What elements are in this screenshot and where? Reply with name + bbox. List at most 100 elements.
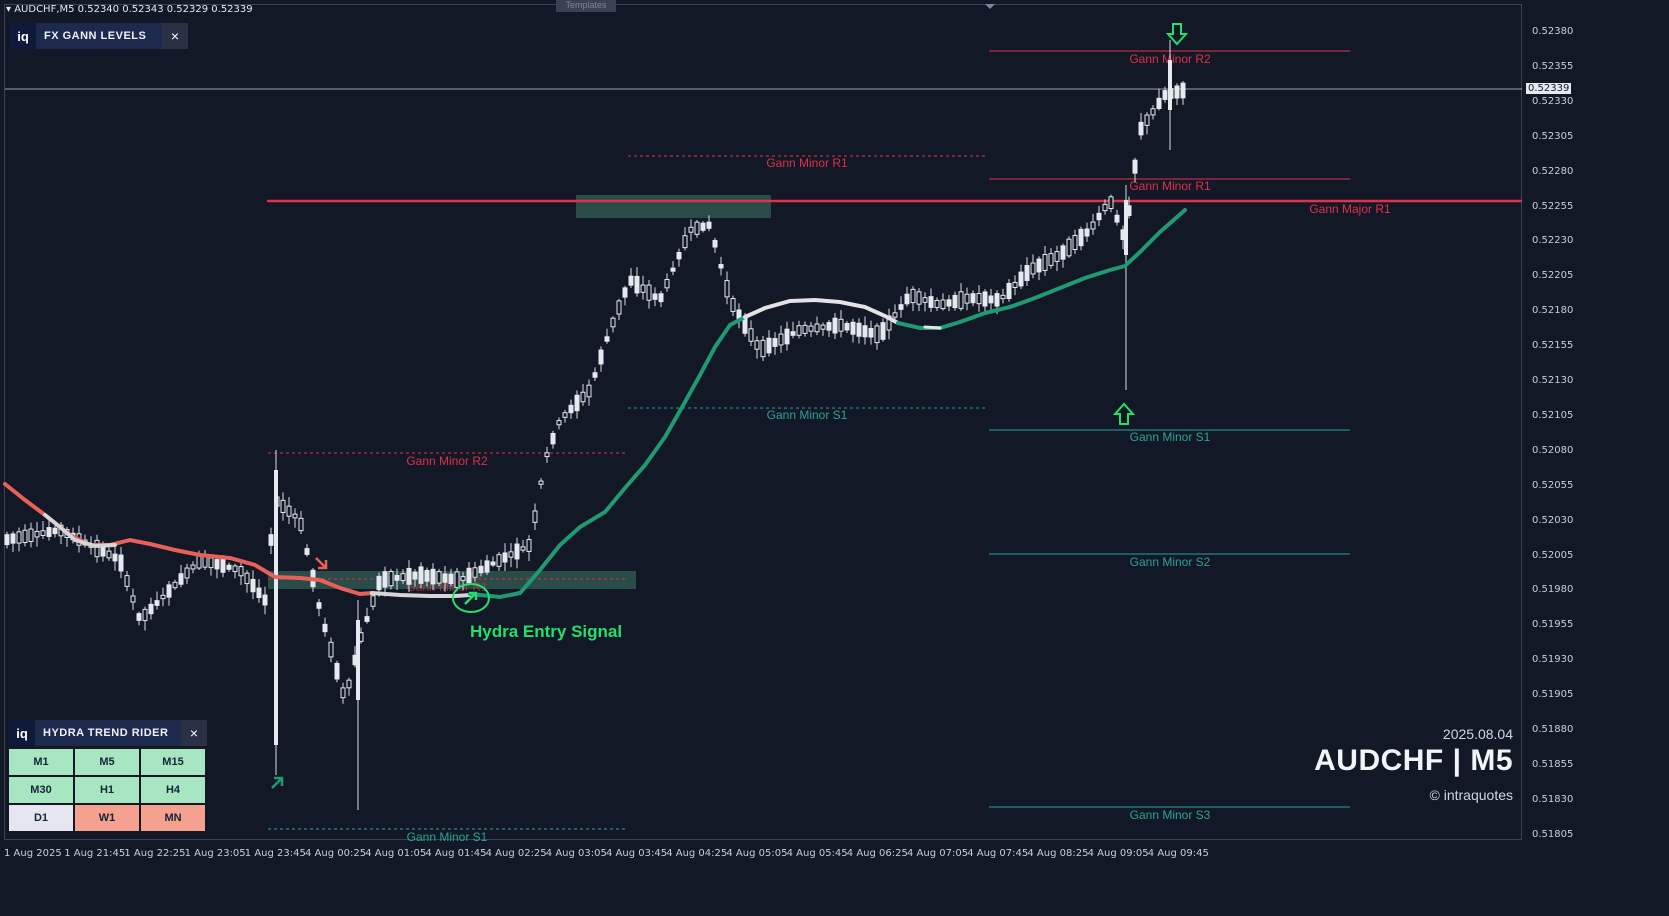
candle-body bbox=[718, 264, 724, 269]
candle-body bbox=[238, 566, 244, 577]
candle-body bbox=[1124, 200, 1128, 255]
close-icon[interactable]: × bbox=[181, 720, 207, 746]
chart-shift-marker-icon[interactable] bbox=[985, 4, 995, 9]
candle-body bbox=[394, 574, 400, 581]
candle-body bbox=[520, 546, 526, 551]
price-tick-label: 0.52180 bbox=[1532, 305, 1574, 317]
label-minor-s1-a: Gann Minor S1 bbox=[767, 408, 848, 422]
candle-body bbox=[274, 470, 278, 745]
price-tick-label: 0.52280 bbox=[1532, 165, 1574, 177]
candle-body bbox=[946, 299, 952, 307]
candle-body bbox=[670, 267, 676, 272]
entry-signal-label: Hydra Entry Signal bbox=[470, 622, 623, 641]
candle-body bbox=[124, 575, 130, 587]
candle-body bbox=[1048, 253, 1054, 266]
fx-gann-levels-title[interactable]: FX GANN LEVELS bbox=[36, 23, 162, 49]
candle-body bbox=[862, 325, 868, 338]
candle-body bbox=[1042, 254, 1048, 271]
candle-body bbox=[356, 620, 360, 700]
label-minor-s1-b: Gann Minor S1 bbox=[407, 830, 488, 842]
candle-body bbox=[706, 221, 712, 229]
candle-body bbox=[334, 662, 340, 680]
time-tick-label: 4 Aug 06:25 bbox=[846, 848, 908, 859]
candle-body bbox=[766, 337, 772, 354]
candle-body bbox=[1168, 60, 1172, 110]
candle-body bbox=[958, 291, 964, 309]
candle-body bbox=[166, 584, 172, 598]
price-axis[interactable]: 0.52380 0.52355 0.52330 0.52305 0.52280 0.522… bbox=[1524, 0, 1669, 916]
price-tick-label: 0.52330 bbox=[1532, 95, 1574, 107]
candle-body bbox=[40, 530, 46, 536]
candle-body bbox=[682, 235, 688, 249]
candle-body bbox=[760, 339, 766, 358]
label-minor-r1-c: Gann Minor R1 bbox=[1129, 179, 1211, 193]
candle-body bbox=[1024, 265, 1030, 281]
tf-h4[interactable]: H4 bbox=[141, 777, 205, 803]
tf-m5[interactable]: M5 bbox=[75, 749, 139, 775]
candle-body bbox=[772, 338, 778, 347]
symbol-header: ▾ AUDCHF,M5 0.52340 0.52343 0.52329 0.52… bbox=[6, 4, 253, 15]
price-tick-label: 0.51805 bbox=[1532, 828, 1574, 840]
candle-body bbox=[616, 300, 622, 315]
trend-line-flat-d bbox=[923, 325, 942, 330]
candle-body bbox=[388, 571, 394, 587]
watermark-symbol: AUDCHF | M5 bbox=[1314, 744, 1513, 777]
candle-body bbox=[556, 420, 562, 426]
candle-body bbox=[526, 539, 532, 552]
candle-body bbox=[1072, 234, 1078, 251]
candle-body bbox=[118, 554, 124, 572]
candle-body bbox=[778, 333, 784, 346]
candle-body bbox=[436, 571, 442, 584]
candle-body bbox=[292, 513, 298, 519]
fx-gann-levels-panel: iq FX GANN LEVELS × bbox=[10, 23, 188, 49]
candle-body bbox=[1132, 159, 1138, 174]
tf-mn[interactable]: MN bbox=[141, 805, 205, 831]
tf-m1[interactable]: M1 bbox=[9, 749, 73, 775]
candle-body bbox=[328, 641, 334, 658]
symbol-quote: AUDCHF,M5 0.52340 0.52343 0.52329 0.5233… bbox=[14, 4, 253, 15]
templates-tab[interactable]: Templates bbox=[556, 0, 616, 12]
candle-body bbox=[160, 594, 166, 600]
candle-body bbox=[826, 322, 832, 331]
candle-body bbox=[1000, 294, 1006, 300]
candle-body bbox=[982, 291, 988, 307]
time-tick-label: 1 Aug 23:45 bbox=[244, 848, 306, 859]
time-axis[interactable]: 1 Aug 2025 1 Aug 21:45 1 Aug 22:25 1 Aug 23… bbox=[0, 842, 1524, 864]
candle-body bbox=[172, 581, 178, 589]
label-minor-s2-c: Gann Minor S2 bbox=[1130, 555, 1211, 569]
candle-body bbox=[1066, 238, 1072, 257]
price-tick-label: 0.52380 bbox=[1532, 26, 1574, 37]
candle-body bbox=[904, 293, 910, 305]
candle-body bbox=[628, 275, 634, 286]
candle-body bbox=[496, 554, 502, 567]
tf-w1[interactable]: W1 bbox=[75, 805, 139, 831]
candle-body bbox=[106, 550, 112, 559]
dropdown-triangle-icon[interactable]: ▾ bbox=[6, 4, 12, 15]
candle-body bbox=[1078, 228, 1084, 247]
tf-d1[interactable]: D1 bbox=[9, 805, 73, 831]
close-icon[interactable]: × bbox=[162, 23, 188, 49]
candle-body bbox=[424, 569, 430, 582]
tf-m15[interactable]: M15 bbox=[141, 749, 205, 775]
chart-area[interactable] bbox=[4, 4, 1522, 840]
price-tick-label: 0.51880 bbox=[1532, 724, 1574, 735]
candle-body bbox=[568, 404, 574, 414]
candle-body bbox=[544, 452, 550, 458]
candle-body bbox=[820, 324, 826, 330]
price-tick-label: 0.51930 bbox=[1532, 654, 1574, 666]
candle-body bbox=[748, 328, 754, 342]
candle-body bbox=[1144, 114, 1150, 126]
candle-body bbox=[250, 578, 256, 593]
trend-line-up-b bbox=[896, 208, 1187, 330]
hydra-trend-rider-title[interactable]: HYDRA TREND RIDER bbox=[35, 720, 181, 746]
tf-h1[interactable]: H1 bbox=[75, 777, 139, 803]
candle-body bbox=[502, 552, 508, 563]
candle-body bbox=[700, 222, 706, 231]
candle-body bbox=[730, 298, 736, 312]
time-tick-label: 4 Aug 01:05 bbox=[365, 848, 427, 859]
candle-body bbox=[226, 564, 232, 570]
tf-m30[interactable]: M30 bbox=[9, 777, 73, 803]
candle-body bbox=[976, 293, 982, 305]
price-tick-label: 0.51955 bbox=[1532, 619, 1574, 631]
candle-body bbox=[136, 613, 142, 621]
